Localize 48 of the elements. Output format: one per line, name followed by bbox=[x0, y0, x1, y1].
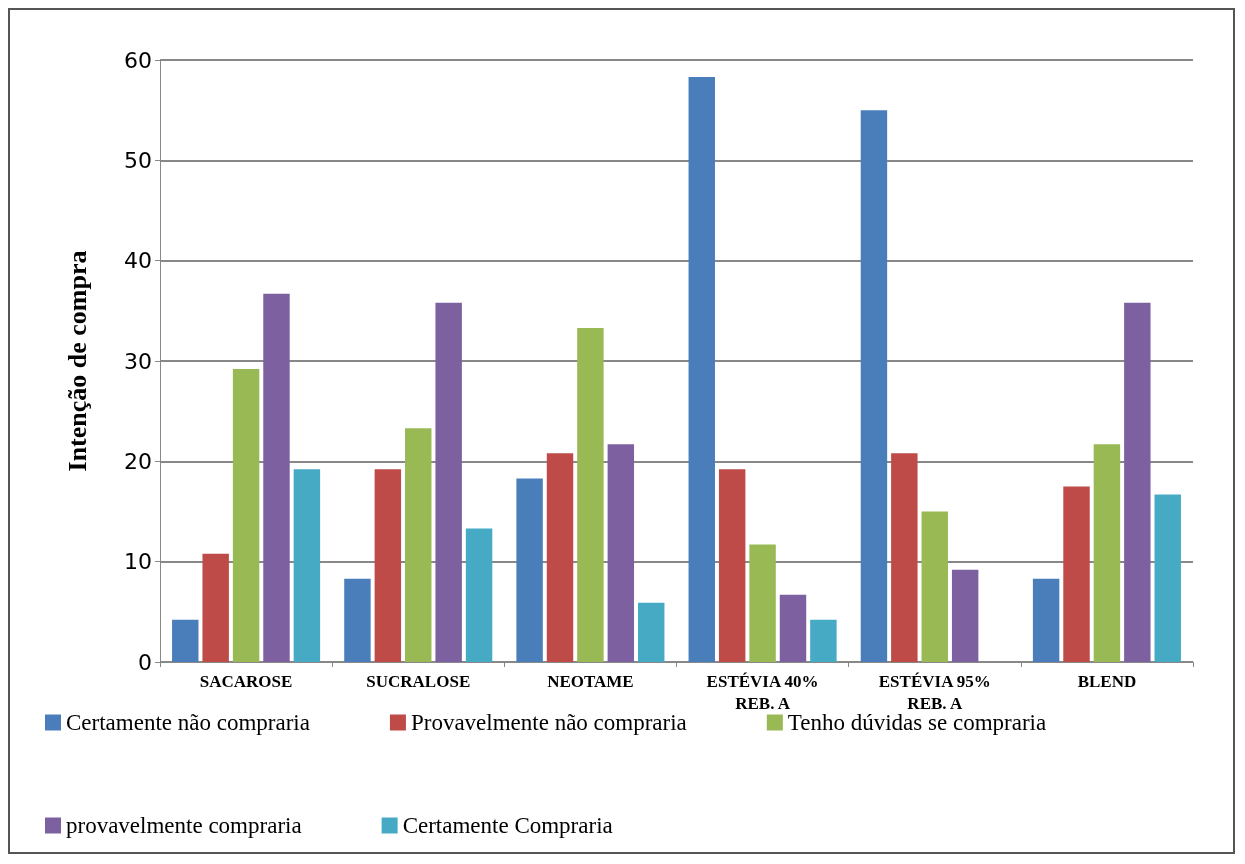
bar bbox=[577, 327, 604, 662]
bar bbox=[718, 469, 746, 662]
bar bbox=[860, 110, 888, 662]
y-tick-label: 50 bbox=[124, 147, 152, 173]
bar bbox=[1063, 486, 1090, 662]
bar bbox=[1154, 494, 1181, 662]
y-tick-label: 30 bbox=[124, 348, 152, 374]
bar bbox=[172, 619, 199, 662]
bar bbox=[202, 553, 229, 662]
x-tick-label: NEOTAME bbox=[547, 671, 634, 691]
bar bbox=[232, 369, 260, 662]
legend-label: Provavelmente não compraria bbox=[410, 710, 687, 735]
bar bbox=[607, 444, 635, 662]
x-tick-label: SACAROSE bbox=[199, 671, 293, 691]
y-tick-label: 40 bbox=[124, 248, 152, 274]
y-tick-label: 20 bbox=[124, 448, 152, 474]
x-tick-label: ESTÉVIA 95% REB. A bbox=[878, 671, 991, 713]
legend-label: Tenho dúvidas se compraria bbox=[787, 710, 1047, 735]
bar bbox=[546, 453, 574, 662]
x-tick-label: SUCRALOSE bbox=[366, 671, 471, 691]
y-tick-label: 0 bbox=[138, 649, 152, 675]
bar bbox=[951, 569, 979, 662]
x-tick-label: ESTÉVIA 40% REB. A bbox=[706, 671, 819, 713]
y-tick-label: 10 bbox=[124, 549, 152, 575]
legend-label: Certamente não compraria bbox=[66, 710, 310, 735]
bar bbox=[921, 511, 948, 662]
bar bbox=[810, 619, 837, 662]
bar bbox=[1124, 302, 1151, 662]
bar bbox=[435, 302, 462, 662]
bar bbox=[465, 528, 493, 662]
bar bbox=[779, 594, 807, 662]
bar bbox=[405, 428, 432, 662]
bar bbox=[749, 544, 776, 662]
x-tick-label: BLEND bbox=[1077, 671, 1137, 691]
y-tick-label: 60 bbox=[124, 47, 152, 73]
bar bbox=[891, 453, 918, 662]
bar bbox=[1093, 444, 1121, 662]
bar bbox=[374, 469, 402, 662]
bar bbox=[293, 469, 321, 662]
bar bbox=[1032, 578, 1060, 662]
bar bbox=[344, 578, 371, 662]
bar bbox=[688, 77, 715, 662]
bar bbox=[638, 602, 665, 662]
y-axis-title: Intenção de compra bbox=[62, 250, 92, 472]
legend-label: Certamente Compraria bbox=[402, 813, 613, 838]
legend-label: provavelmente compraria bbox=[66, 813, 302, 838]
bar bbox=[516, 478, 543, 662]
bar bbox=[263, 293, 290, 662]
